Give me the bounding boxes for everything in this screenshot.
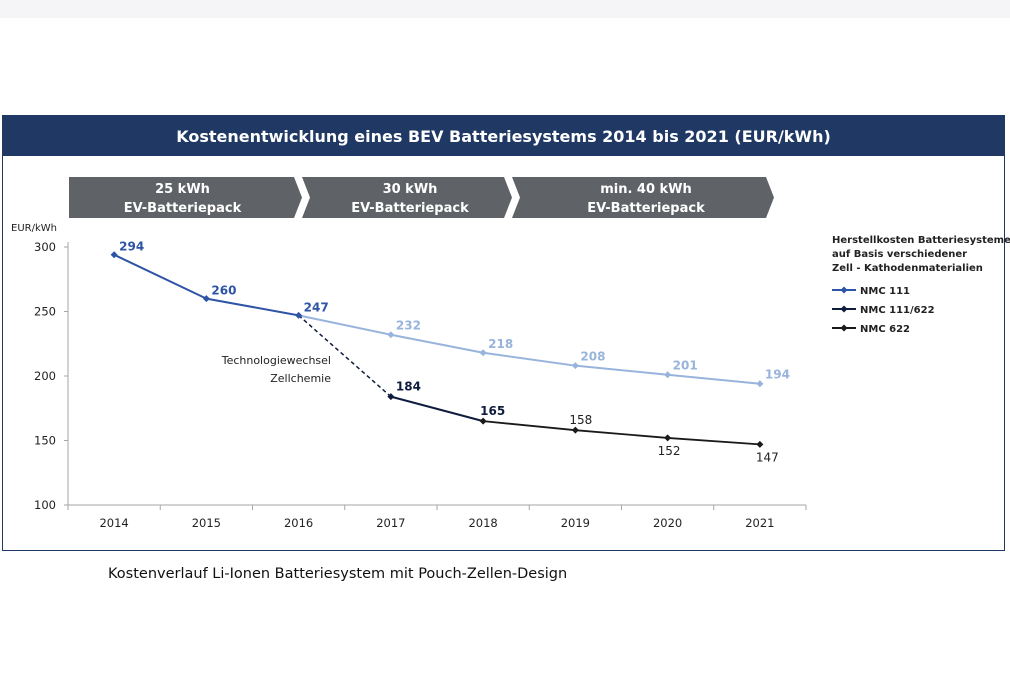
nmc111-point [295,311,303,319]
nmc111-data-label: 247 [304,300,329,314]
y-tick-label: 200 [34,369,56,383]
legend-title-line: auf Basis verschiedener [832,249,967,260]
legend-item-label: NMC 111 [860,286,910,297]
x-tick-label: 2018 [468,516,497,530]
y-tick-label: 300 [34,240,56,254]
nmc622-data-label: 165 [480,404,505,418]
legend-item-label: NMC 111/622 [860,305,935,316]
series-nmc622-line [483,420,760,446]
legend-swatch-marker [840,286,848,294]
y-tick-label: 250 [34,305,56,319]
nmc111-projection-point [387,331,395,339]
nmc622-point [664,434,672,442]
legend-swatch-marker [840,305,848,313]
legend-title-line: Herstellkosten Batteriesysteme [832,235,1010,246]
chevron-capacity-label: 30 kWh [383,182,438,197]
nmc111-projection-data-label: 232 [396,319,421,333]
legend-title-line: Zell - Kathodenmaterialien [832,263,983,274]
x-tick-label: 2017 [376,516,405,530]
legend-item-label: NMC 622 [860,324,910,335]
legend-swatch-marker [840,324,848,332]
x-tick-label: 2020 [653,516,682,530]
chevron-pack-label: EV-Batteriepack [124,201,242,216]
nmc111-projection-data-label: 194 [765,368,790,382]
chevron-capacity-label: min. 40 kWh [600,182,692,197]
nmc111-point [202,295,210,303]
series-nmc111-622-line [390,395,484,423]
nmc111-data-label: 294 [119,240,144,254]
nmc111-projection-data-label: 208 [580,350,605,364]
nmc111-622-data-label: 184 [396,380,421,394]
nmc111-data-label: 260 [211,284,236,298]
nmc111-projection-data-label: 201 [673,359,698,373]
nmc111-622-point [387,393,395,401]
top-strip [0,0,1010,18]
series-nmc111-projection-line [298,314,760,385]
chevron-pack-label: EV-Batteriepack [351,201,469,216]
nmc622-point [479,417,487,425]
chevron-2 [302,177,512,218]
nmc111-projection-point [756,380,764,388]
nmc111-projection-data-label: 218 [488,337,513,351]
nmc111-projection-point [664,371,672,379]
nmc622-data-label: 152 [658,444,681,458]
nmc622-point [571,426,579,434]
nmc111-projection-point [571,362,579,370]
x-tick-label: 2021 [745,516,774,530]
nmc622-point [756,440,764,448]
chevron-3 [512,177,774,218]
x-tick-label: 2015 [192,516,221,530]
annotation-cell-chemistry: Zellchemie [270,372,331,385]
y-tick-label: 150 [34,434,56,448]
x-tick-label: 2019 [561,516,590,530]
nmc622-data-label: 158 [569,413,592,427]
figure-caption: Kostenverlauf Li-Ionen Batteriesystem mi… [108,566,568,582]
nmc622-data-label: 147 [756,450,779,464]
x-tick-label: 2014 [99,516,128,530]
nmc111-projection-point [479,349,487,357]
annotation-technology-change: Technologiewechsel [221,354,331,367]
chevron-1 [69,177,302,218]
nmc111-point [110,251,118,259]
series-nmc111-line [113,253,299,317]
y-axis-unit-label: EUR/kWh [11,223,57,234]
chevron-pack-label: EV-Batteriepack [587,201,705,216]
x-tick-label: 2016 [284,516,313,530]
chart-title: Kostenentwicklung eines BEV Batteriesyst… [3,116,1004,156]
chevron-capacity-label: 25 kWh [155,182,210,197]
y-tick-label: 100 [34,498,56,512]
